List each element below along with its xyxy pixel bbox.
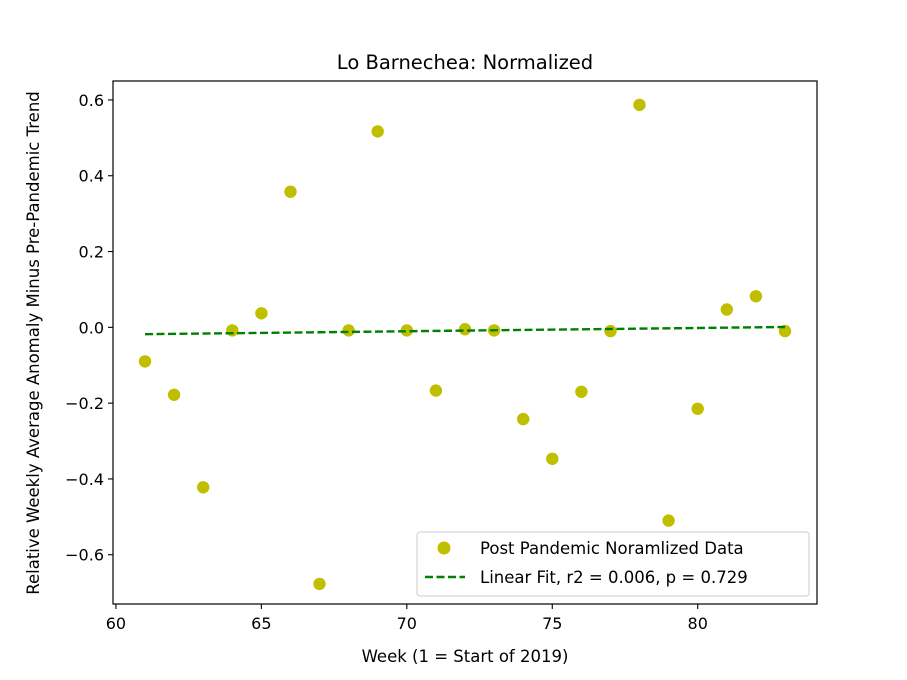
data-point xyxy=(429,384,443,397)
data-point xyxy=(720,303,733,316)
chart-title: Lo Barnechea: Normalized xyxy=(337,51,593,74)
linear-fit-line xyxy=(144,325,786,336)
data-point xyxy=(517,412,530,426)
data-point xyxy=(255,307,268,320)
data-point xyxy=(458,323,472,336)
data-point xyxy=(400,324,413,337)
x-tick-label: 65 xyxy=(251,614,271,633)
data-point xyxy=(575,385,588,398)
data-point xyxy=(226,324,239,337)
data-point xyxy=(313,577,326,591)
x-tick-label: 75 xyxy=(542,614,562,633)
y-tick-label: −0.6 xyxy=(65,546,104,565)
y-axis-label: Relative Weekly Average Anomaly Minus Pr… xyxy=(24,91,43,595)
data-point xyxy=(197,481,210,494)
data-point xyxy=(167,388,181,401)
legend-label-scatter: Post Pandemic Noramlized Data xyxy=(480,539,744,558)
data-point xyxy=(284,185,297,198)
x-tick-label: 80 xyxy=(688,614,708,633)
data-point xyxy=(138,355,152,368)
y-tick-label: −0.4 xyxy=(65,470,104,489)
y-tick-label: 0.4 xyxy=(79,167,104,186)
data-point xyxy=(604,324,617,338)
legend-scatter-marker xyxy=(437,541,451,555)
data-point xyxy=(662,514,675,527)
data-point xyxy=(546,452,559,465)
y-tick-label: 0.0 xyxy=(79,318,104,337)
data-point xyxy=(691,402,704,415)
data-point xyxy=(342,324,355,337)
x-tick-label: 60 xyxy=(106,614,126,633)
x-axis-ticks: 60 65 70 75 80 xyxy=(106,604,708,633)
plot-frame xyxy=(112,80,818,605)
data-point xyxy=(371,125,384,138)
y-tick-label: 0.6 xyxy=(79,91,104,110)
y-tick-label: −0.2 xyxy=(65,394,104,413)
y-axis-ticks: −0.6 −0.4 −0.2 0.0 0.2 0.4 0.6 xyxy=(65,91,113,565)
y-tick-label: 0.2 xyxy=(79,243,104,262)
legend-label-fit: Linear Fit, r2 = 0.006, p = 0.729 xyxy=(480,568,748,587)
plot-area xyxy=(138,98,792,591)
data-point xyxy=(749,290,763,303)
legend-box xyxy=(416,531,810,597)
legend: Post Pandemic Noramlized Data Linear Fit… xyxy=(416,531,810,597)
data-point xyxy=(633,98,646,112)
x-axis-label: Week (1 = Start of 2019) xyxy=(362,647,569,666)
x-tick-label: 70 xyxy=(397,614,417,633)
